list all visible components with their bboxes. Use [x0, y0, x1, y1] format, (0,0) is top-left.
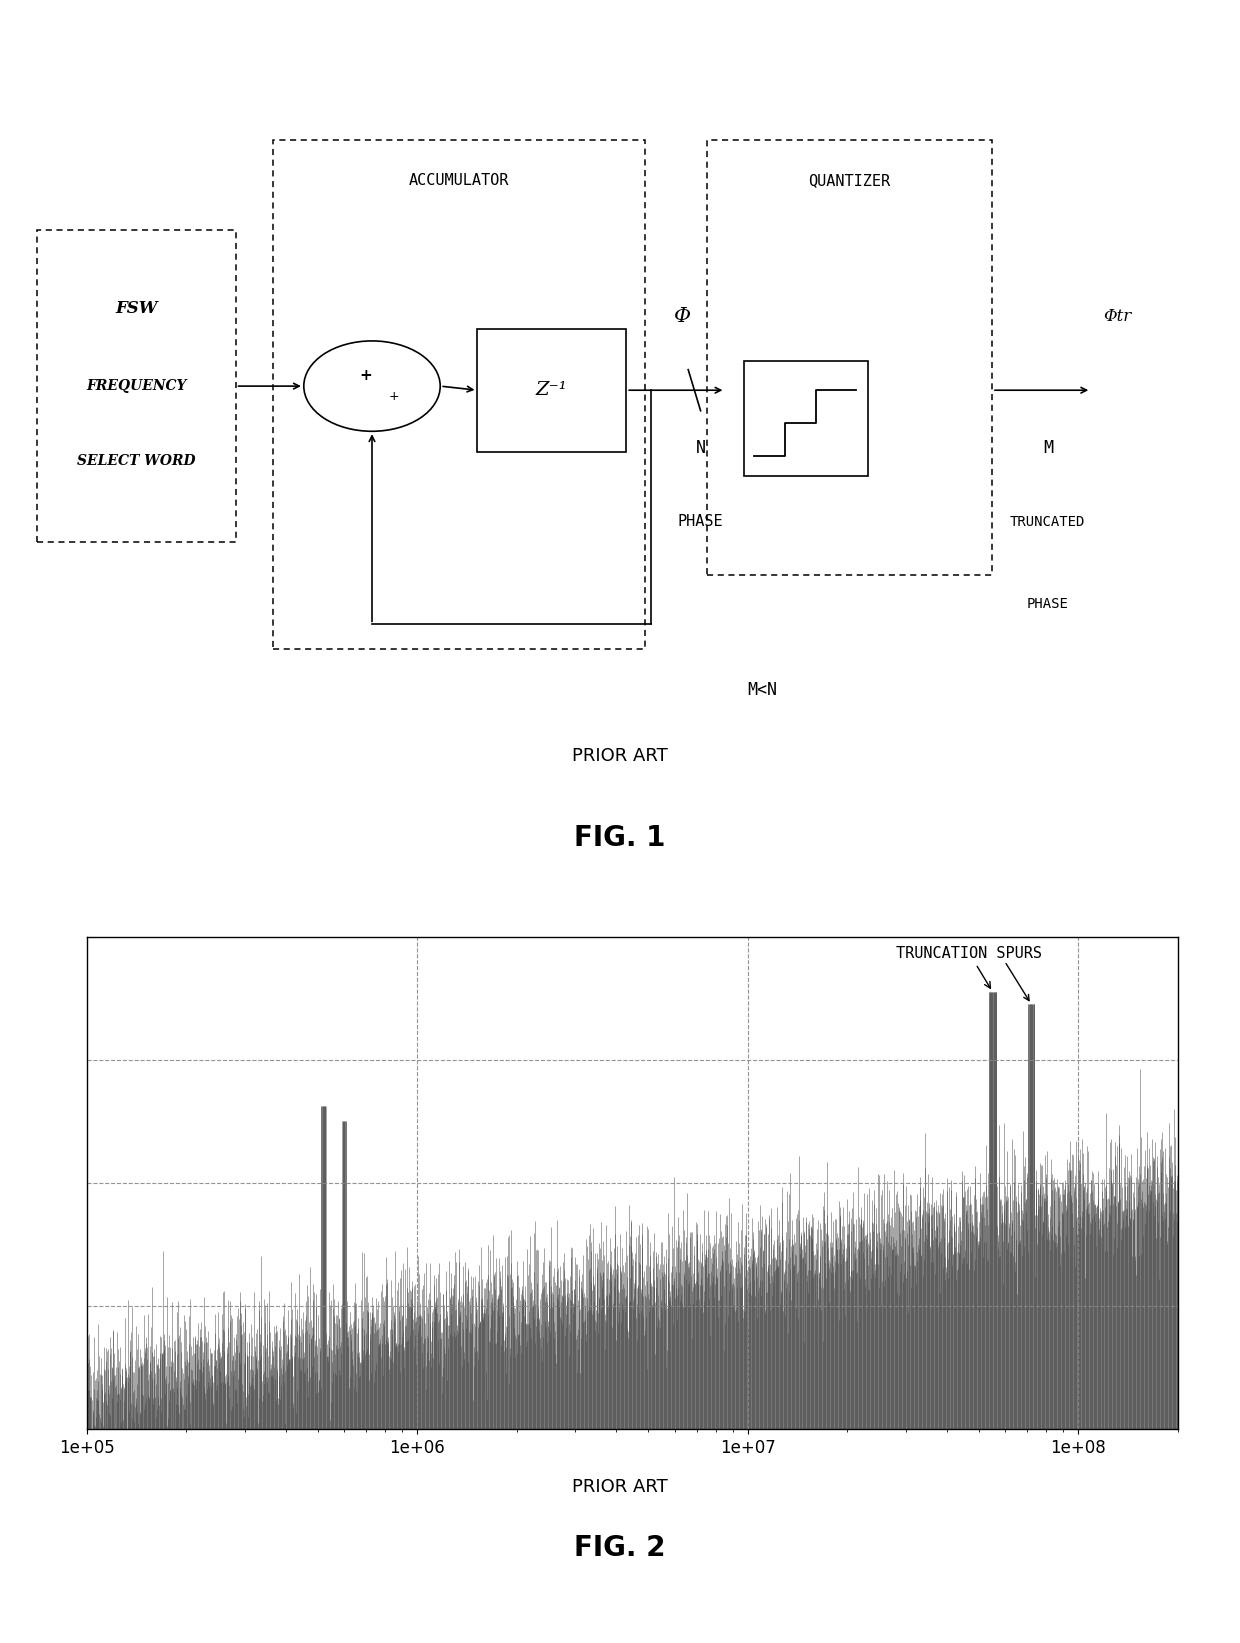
Text: +: + — [389, 391, 399, 403]
Text: Φ: Φ — [673, 307, 691, 325]
Text: PRIOR ART: PRIOR ART — [572, 1479, 668, 1495]
Bar — [744, 361, 868, 476]
Text: FIG. 2: FIG. 2 — [574, 1533, 666, 1562]
Text: QUANTIZER: QUANTIZER — [808, 173, 890, 189]
Text: FIG. 1: FIG. 1 — [574, 823, 666, 853]
Text: TRUNCATION SPURS: TRUNCATION SPURS — [897, 946, 1043, 987]
Text: ACCUMULATOR: ACCUMULATOR — [409, 173, 508, 189]
Bar — [707, 140, 992, 575]
Text: +: + — [360, 368, 372, 383]
Text: PRIOR ART: PRIOR ART — [572, 748, 668, 764]
Text: PHASE: PHASE — [1027, 596, 1069, 611]
Text: PHASE: PHASE — [678, 514, 723, 529]
Text: TRUNCATED: TRUNCATED — [1011, 514, 1085, 529]
Bar — [37, 230, 236, 542]
Text: Z⁻¹: Z⁻¹ — [536, 381, 568, 399]
Bar — [273, 140, 645, 649]
Text: FSW: FSW — [115, 299, 157, 317]
Text: M<N: M<N — [748, 682, 777, 698]
Text: FREQUENCY: FREQUENCY — [87, 380, 186, 393]
Text: N: N — [696, 439, 706, 457]
Text: Φtr: Φtr — [1104, 307, 1132, 325]
Bar — [477, 329, 626, 452]
Text: SELECT WORD: SELECT WORD — [77, 453, 196, 468]
Text: M: M — [1043, 439, 1053, 457]
